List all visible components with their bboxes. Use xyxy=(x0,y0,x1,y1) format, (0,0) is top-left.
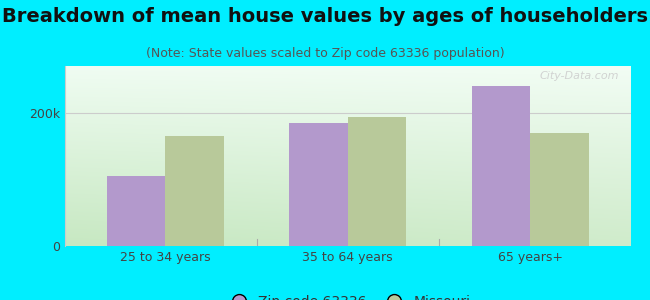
Bar xyxy=(289,123,348,246)
Text: Breakdown of mean house values by ages of householders: Breakdown of mean house values by ages o… xyxy=(2,8,648,26)
Bar xyxy=(348,117,406,246)
Bar xyxy=(530,133,588,246)
Bar xyxy=(107,176,165,246)
Legend: Zip code 63336, Missouri: Zip code 63336, Missouri xyxy=(219,290,476,300)
Bar xyxy=(472,86,530,246)
Text: (Note: State values scaled to Zip code 63336 population): (Note: State values scaled to Zip code 6… xyxy=(146,46,504,59)
Text: City-Data.com: City-Data.com xyxy=(540,71,619,81)
Bar xyxy=(165,136,224,246)
